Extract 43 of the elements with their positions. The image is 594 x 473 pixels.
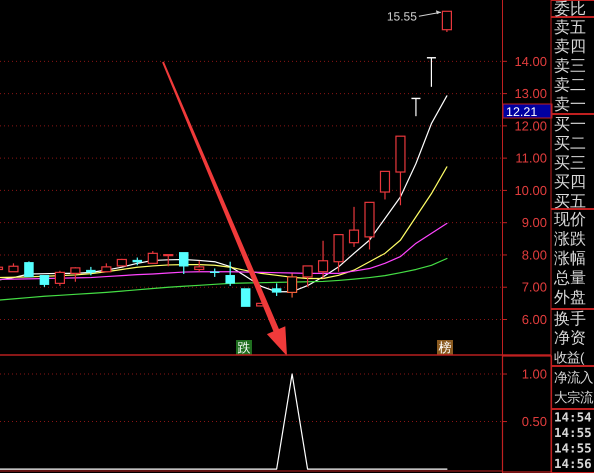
text: 涨幅 <box>554 250 586 268</box>
y-tick-label: 13.00 <box>514 86 547 102</box>
annotation: 15.55 <box>386 9 418 24</box>
y-tick-label: 8.00 <box>522 247 547 262</box>
text: 委比 <box>554 0 586 18</box>
text: 买五 <box>554 194 586 210</box>
candlestick <box>210 268 220 278</box>
text: 卖四 <box>554 38 586 56</box>
text: 收益( <box>554 350 585 365</box>
text: 14:55 <box>554 440 592 456</box>
annotation: 跌 <box>238 340 250 355</box>
text: 总量 <box>553 269 586 287</box>
text: 14:55 <box>554 425 592 440</box>
y-tick-label: 7.00 <box>522 280 547 295</box>
text: 买三 <box>554 154 586 172</box>
text: 现价 <box>554 212 586 228</box>
candlestick <box>132 256 142 266</box>
text: 净流入 <box>554 370 593 385</box>
text: 买一 <box>554 116 586 134</box>
candlestick <box>225 261 235 287</box>
text: 卖三 <box>554 56 586 75</box>
text: 14:54 <box>554 410 592 424</box>
text: 12.21 <box>506 105 538 119</box>
y-tick-label: 10.00 <box>514 182 547 198</box>
y-tick-label: 0.50 <box>522 414 547 430</box>
y-tick-label: 12.00 <box>514 118 547 134</box>
y-tick-label: 6.00 <box>522 312 547 327</box>
text: 卖五 <box>554 18 586 36</box>
text: 净资 <box>554 329 586 347</box>
y-tick-label: 1.00 <box>522 366 547 382</box>
text: 14:56 <box>554 456 592 471</box>
text: 卖二 <box>554 76 586 94</box>
text: 涨跌 <box>554 230 586 248</box>
text: 换手 <box>554 310 586 328</box>
y-tick-label: 14.00 <box>514 54 547 69</box>
text: 外盘 <box>554 290 586 306</box>
text: 买四 <box>554 174 586 192</box>
text: 买二 <box>554 136 586 153</box>
text: 大宗流 <box>554 390 593 405</box>
text: 卖一 <box>554 96 586 114</box>
annotation: 榜 <box>438 340 452 355</box>
y-tick-label: 9.00 <box>522 215 547 230</box>
y-tick-label: 11.00 <box>515 150 547 166</box>
